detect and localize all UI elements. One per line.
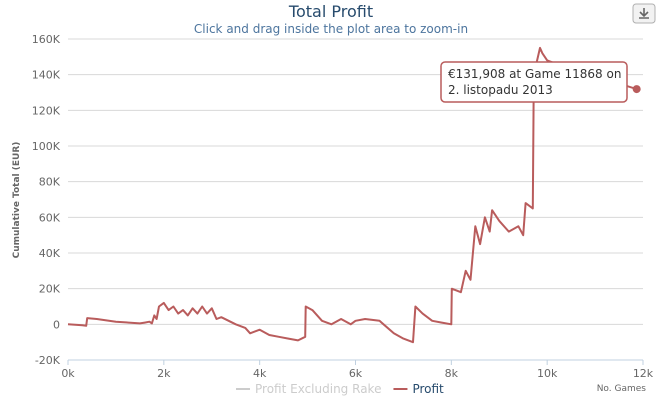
y-tick-label: 80K	[39, 176, 61, 189]
x-tick-label: 2k	[157, 367, 171, 380]
tooltip-text: €131,908 at Game 11868 on	[448, 67, 621, 81]
y-tick-label: 100K	[32, 140, 61, 153]
hover-marker	[632, 85, 641, 94]
x-tick-label: 4k	[253, 367, 267, 380]
legend-label[interactable]: Profit	[412, 382, 444, 396]
y-axis-label: Cumulative Total (EUR)	[12, 142, 22, 259]
tooltip: €131,908 at Game 11868 on 2. listopadu 20…	[440, 61, 628, 103]
x-axis-label: No. Games	[597, 384, 647, 394]
export-button[interactable]	[632, 3, 656, 24]
y-tick-label: 140K	[32, 69, 61, 82]
legend-label[interactable]: Profit Excluding Rake	[255, 382, 381, 396]
x-tick-label: 12k	[633, 367, 654, 380]
y-tick-label: 160K	[32, 33, 61, 46]
x-tick-label: 0k	[61, 367, 75, 380]
profit-line	[67, 46, 637, 344]
y-tick-label: -20K	[35, 354, 61, 367]
y-tick-label: 20K	[39, 283, 61, 296]
chart-title: Total Profit	[288, 2, 373, 21]
x-tick-label: 6k	[349, 367, 363, 380]
x-tick-label: 10k	[537, 367, 558, 380]
chart-subtitle: Click and drag inside the plot area to z…	[194, 22, 468, 36]
tooltip-text: 2. listopadu 2013	[448, 83, 553, 97]
y-tick-label: 120K	[32, 104, 61, 117]
y-tick-label: 40K	[39, 247, 61, 260]
x-tick-label: 8k	[445, 367, 459, 380]
y-tick-label: 0	[53, 318, 60, 331]
tooltip-box	[440, 61, 628, 103]
y-tick-label: 60K	[39, 211, 61, 224]
